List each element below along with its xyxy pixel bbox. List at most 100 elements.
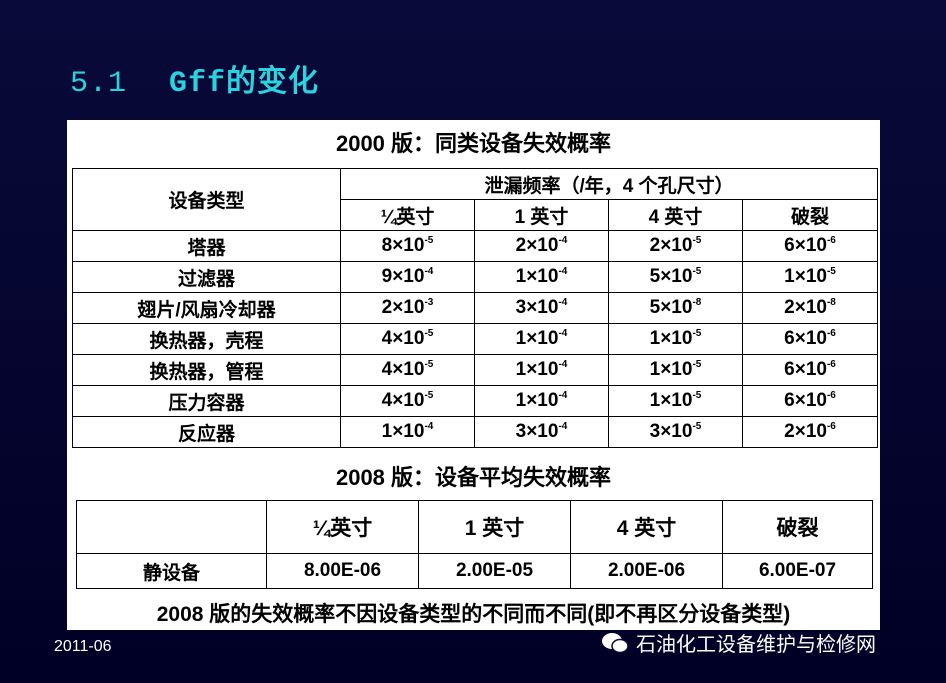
- row-label: 换热器，管程: [72, 354, 341, 386]
- header-cell: 4 英寸: [608, 199, 743, 231]
- table-caption: 2000 版：同类设备失效概率: [335, 131, 612, 156]
- watermark-text: 石油化工设备维护与检修网: [636, 634, 876, 656]
- mantissa: 2×10: [381, 297, 425, 318]
- mantissa: 1×10: [381, 421, 425, 442]
- header-cell: ¼英寸: [266, 500, 419, 554]
- header-cell: 4 英寸: [570, 500, 723, 554]
- mantissa: 1×10: [649, 359, 693, 380]
- data-row: 反应器 1×10-4 3×10-4 3×10-5 2×10-6: [72, 416, 879, 448]
- data-row: 静设备 8.00E-06 2.00E-05 2.00E-06 6.00E-07: [76, 553, 873, 589]
- exponent: -8: [692, 297, 702, 308]
- table-2000: 设备类型 泄漏频率（/年，4 个孔尺寸） ¼英寸 1 英寸 4 英寸 破裂 塔器 8×10-5…: [72, 168, 879, 448]
- mantissa: 1×10: [649, 390, 693, 411]
- data-cell: 2×10-6: [741, 416, 879, 448]
- mantissa: 6×10: [784, 328, 827, 349]
- data-cell: 1×10-5: [608, 385, 743, 417]
- mantissa: 9×10: [381, 266, 425, 287]
- exponent: -5: [692, 421, 702, 432]
- data-cell: 6×10-6: [741, 230, 879, 262]
- mantissa: 3×10: [649, 421, 693, 442]
- row-label: 过滤器: [72, 261, 341, 293]
- mantissa: 1×10: [784, 266, 827, 287]
- title-text: Gff的变化: [169, 67, 320, 101]
- data-cell: 8.00E-06: [266, 553, 419, 589]
- exponent: -5: [692, 328, 702, 339]
- exponent: -5: [424, 328, 434, 339]
- mantissa: 3×10: [515, 421, 559, 442]
- exponent: -5: [826, 266, 836, 277]
- header-cell: ¼英寸: [340, 199, 475, 231]
- header-cell: 破裂: [741, 199, 879, 231]
- data-cell: 6×10-6: [741, 354, 879, 386]
- mantissa: 1×10: [515, 328, 559, 349]
- row-label: 静设备: [76, 553, 267, 589]
- row-label: 翅片/风扇冷却器: [72, 292, 341, 324]
- data-cell: 5×10-8: [608, 292, 743, 324]
- wechat-icon: [602, 632, 629, 653]
- data-cell: 6×10-6: [741, 323, 879, 355]
- row-label: 反应器: [72, 416, 341, 448]
- exponent: -4: [558, 297, 568, 308]
- data-cell: 2×10-3: [340, 292, 475, 324]
- header-row: ¼英寸 1 英寸 4 英寸 破裂: [73, 199, 879, 231]
- exponent: -5: [692, 266, 702, 277]
- data-cell: 1×10-4: [340, 416, 475, 448]
- data-cell: 1×10-5: [741, 261, 879, 293]
- data-cell: 3×10-4: [474, 416, 609, 448]
- header-cell: [76, 500, 267, 554]
- mantissa: 6×10: [784, 359, 827, 380]
- exponent: -5: [692, 235, 702, 246]
- data-row: 压力容器 4×10-5 1×10-4 1×10-5 6×10-6: [72, 385, 879, 417]
- exponent: -4: [558, 266, 568, 277]
- header-cell: 破裂: [722, 500, 873, 554]
- section-number: 5.1: [70, 67, 128, 101]
- date: 2011-06: [54, 638, 112, 655]
- header-cell: 1 英寸: [474, 199, 609, 231]
- data-cell: 1×10-4: [474, 354, 609, 386]
- mantissa: 4×10: [381, 359, 425, 380]
- header-cell: 1 英寸: [418, 500, 571, 554]
- data-row: 过滤器 9×10-4 1×10-4 5×10-5 1×10-5: [72, 261, 879, 293]
- exponent: -6: [826, 421, 836, 432]
- data-cell: 1×10-4: [474, 323, 609, 355]
- data-row: 换热器，壳程 4×10-5 1×10-4 1×10-5 6×10-6: [72, 323, 879, 355]
- data-cell: 4×10-5: [340, 385, 475, 417]
- mantissa: 5×10: [649, 266, 693, 287]
- data-cell: 5×10-5: [608, 261, 743, 293]
- data-cell: 4×10-5: [340, 354, 475, 386]
- exponent: -6: [826, 359, 836, 370]
- header-row: 设备类型 泄漏频率（/年，4 个孔尺寸）: [72, 168, 879, 231]
- mantissa: 3×10: [515, 297, 559, 318]
- mantissa: 6×10: [784, 235, 827, 256]
- mantissa: 6×10: [784, 390, 827, 411]
- exponent: -4: [558, 328, 568, 339]
- header-row: ¼英寸 1 英寸 4 英寸 破裂: [76, 500, 873, 554]
- data-cell: 2×10-4: [474, 230, 609, 262]
- exponent: -5: [424, 359, 434, 370]
- data-row: 塔器 8×10-5 2×10-4 2×10-5 6×10-6: [72, 230, 879, 262]
- data-cell: 1×10-4: [474, 261, 609, 293]
- data-cell: 3×10-4: [474, 292, 609, 324]
- exponent: -4: [558, 359, 568, 370]
- mantissa: 8×10: [381, 235, 425, 256]
- exponent: -6: [826, 235, 836, 246]
- data-cell: 2.00E-05: [418, 553, 571, 589]
- exponent: -4: [558, 235, 568, 246]
- exponent: -4: [558, 421, 568, 432]
- data-cell: 9×10-4: [340, 261, 475, 293]
- exponent: -6: [826, 390, 836, 401]
- data-cell: 1×10-5: [608, 354, 743, 386]
- data-cell: 6×10-6: [741, 385, 879, 417]
- data-cell: 3×10-5: [608, 416, 743, 448]
- header-cell: 设备类型: [72, 168, 341, 231]
- exponent: -5: [692, 359, 702, 370]
- exponent: -8: [826, 297, 836, 308]
- row-label: 换热器，壳程: [72, 323, 341, 355]
- mantissa: 4×10: [381, 328, 425, 349]
- mantissa: 2×10: [649, 235, 693, 256]
- data-row: 翅片/风扇冷却器 2×10-3 3×10-4 5×10-8 2×10-8: [72, 292, 879, 324]
- table-caption: 2008 版：设备平均失效概率: [335, 465, 612, 490]
- exponent: -5: [692, 390, 702, 401]
- mantissa: 1×10: [515, 390, 559, 411]
- data-cell: 2×10-5: [608, 230, 743, 262]
